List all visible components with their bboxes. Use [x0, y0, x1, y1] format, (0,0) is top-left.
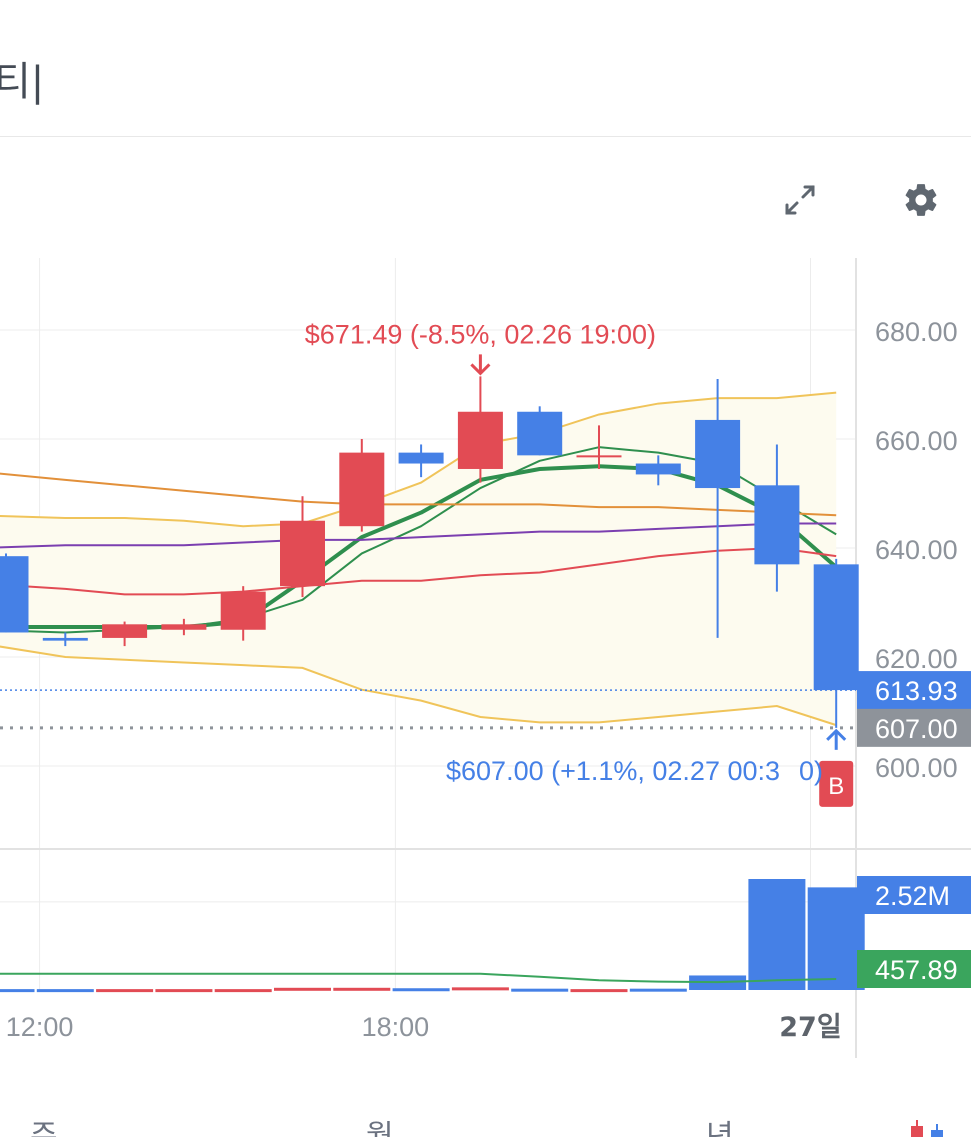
high-arrow-head	[470, 363, 491, 376]
candle-body	[813, 564, 859, 691]
candle-body	[161, 624, 207, 630]
x-tick-label: 27일	[779, 1012, 841, 1043]
tab-year[interactable]: 년	[706, 1119, 734, 1137]
candle	[457, 376, 503, 483]
bollinger-lower-line	[0, 645, 837, 727]
candle	[161, 618, 207, 636]
volume-bar	[748, 879, 806, 990]
candle	[813, 558, 859, 728]
y-tick-label: 640.00	[875, 535, 958, 565]
candle-body	[339, 452, 385, 527]
period-tabs: 주 월 년	[0, 1118, 971, 1137]
current-price-label: 613.93	[875, 676, 958, 706]
volume-current-badge	[857, 876, 971, 914]
gear-icon	[905, 184, 937, 216]
volume-bar	[629, 988, 687, 992]
moving-average-line	[0, 522, 837, 549]
volume-bar	[451, 987, 509, 991]
x-tick-label: 18:00	[362, 1012, 430, 1042]
candle-body	[457, 411, 503, 469]
moving-average-line	[0, 547, 837, 596]
candle	[517, 406, 563, 456]
bollinger-upper-line	[0, 391, 837, 528]
last-price-label: 607.00	[875, 714, 958, 744]
candle-body	[280, 520, 325, 587]
expand-button[interactable]	[776, 176, 824, 224]
low-price-annotation-tail: 0)	[799, 756, 823, 786]
y-tick-label: 680.00	[875, 317, 958, 347]
y-tick-label: 600.00	[875, 753, 958, 783]
candle-body	[398, 452, 444, 464]
buy-badge	[819, 760, 854, 807]
chart-toolbar	[0, 137, 971, 257]
volume-ma-line	[0, 972, 837, 984]
high-price-annotation: $671.49 (-8.5%, 02.26 19:00)	[305, 319, 656, 349]
low-arrow-head	[826, 728, 847, 741]
y-tick-label: 620.00	[875, 644, 958, 674]
tab-week[interactable]: 주	[30, 1119, 58, 1137]
volume-bar	[570, 989, 628, 993]
candle	[695, 379, 741, 638]
volume-bar	[274, 987, 331, 991]
last-price-badge	[857, 708, 971, 747]
candle-body	[754, 485, 800, 565]
candle-body	[517, 411, 563, 456]
high-arrow-icon	[470, 354, 491, 376]
y-tick-label: 660.00	[875, 426, 958, 456]
volume-ma-label: 457.89	[875, 955, 958, 985]
header: 티|	[0, 0, 971, 137]
x-tick-label: 12:00	[6, 1012, 74, 1042]
volume-bar	[155, 989, 213, 993]
tab-month[interactable]: 월	[366, 1119, 394, 1137]
candle	[398, 444, 444, 478]
candle-body	[695, 419, 741, 489]
candle	[42, 632, 88, 647]
candle-type-icon[interactable]	[908, 1118, 948, 1137]
candle-body	[220, 591, 266, 630]
volume-bar	[36, 989, 94, 993]
volume-bar	[214, 989, 272, 993]
settings-button[interactable]	[897, 176, 945, 224]
candle-body	[42, 637, 88, 641]
volume-bar	[807, 887, 865, 990]
expand-icon	[785, 185, 815, 215]
low-price-annotation: $607.00 (+1.1%, 02.27 00:3	[446, 756, 780, 786]
candle	[339, 439, 385, 532]
candle	[0, 553, 29, 633]
buy-badge-label: B	[828, 773, 844, 800]
candle	[102, 621, 148, 647]
candle	[754, 444, 800, 592]
candle	[576, 425, 622, 469]
candle-body	[0, 556, 29, 633]
candle-body	[635, 463, 681, 475]
volume-bar	[511, 988, 569, 992]
volume-ma-badge	[857, 950, 971, 988]
bollinger-band-fill	[0, 392, 837, 726]
low-arrow-icon	[826, 728, 847, 750]
candle	[220, 586, 266, 641]
header-title: 티|	[0, 59, 45, 105]
candle-body	[576, 455, 622, 458]
candle	[280, 496, 325, 598]
volume-bar	[392, 988, 450, 992]
candle	[635, 455, 681, 486]
moving-average-line	[0, 472, 837, 517]
volume-bar	[333, 987, 391, 991]
current-price-badge	[857, 671, 971, 710]
volume-bar	[96, 989, 154, 993]
candle-body	[102, 624, 148, 638]
volume-bar	[0, 989, 35, 993]
volume-current-label: 2.52M	[875, 881, 950, 911]
